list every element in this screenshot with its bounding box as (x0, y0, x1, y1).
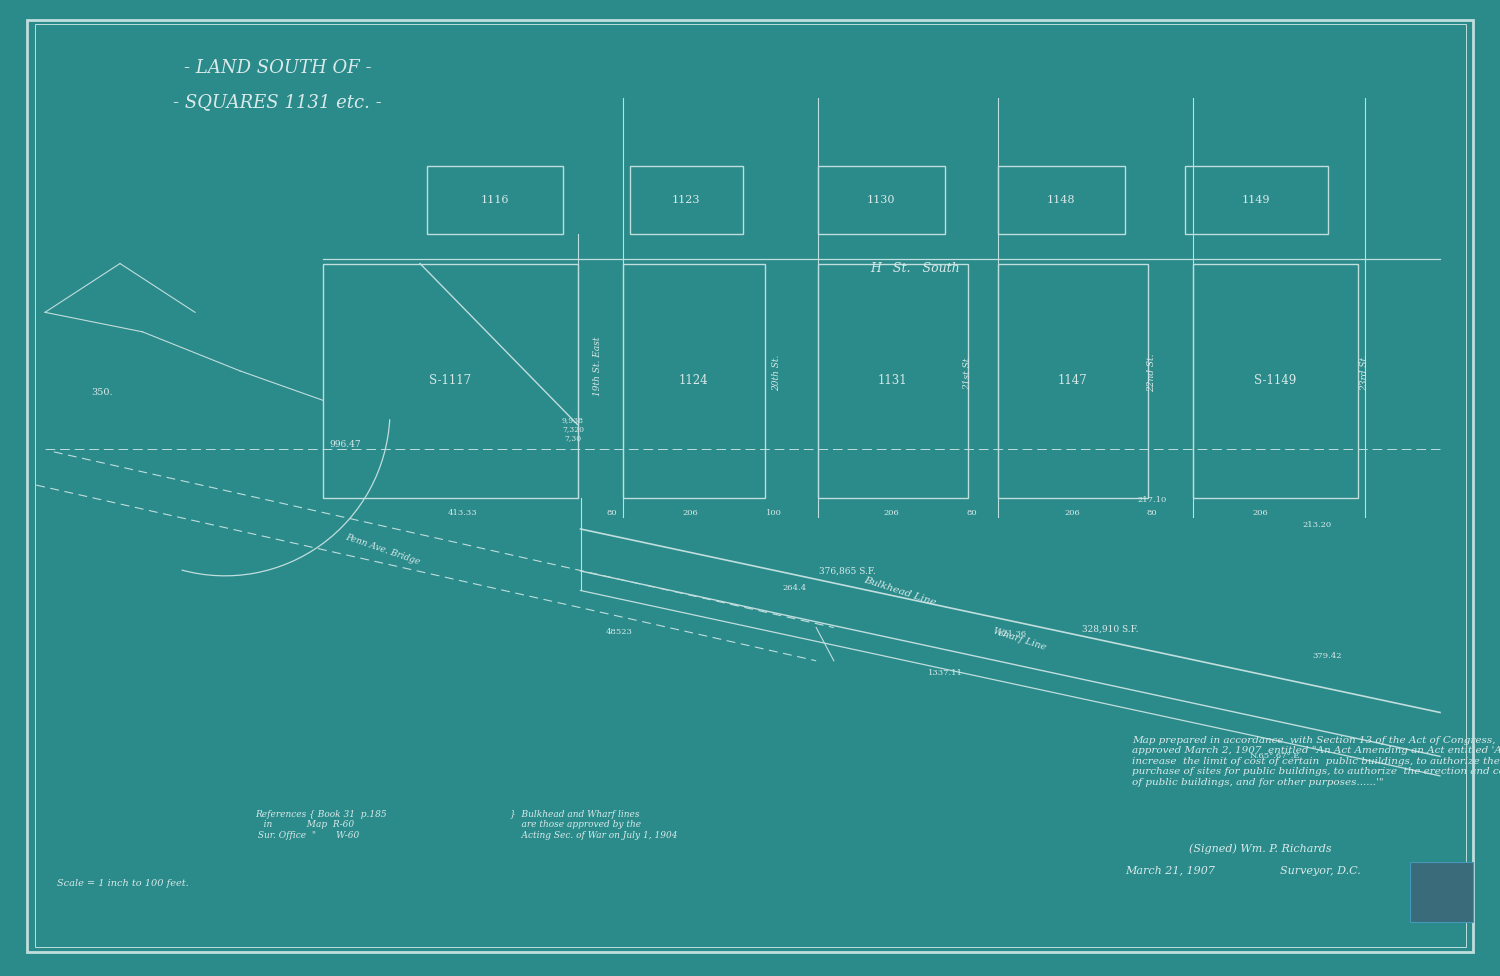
Text: Surveyor, D.C.: Surveyor, D.C. (1280, 866, 1360, 875)
Text: 1337.11: 1337.11 (927, 670, 963, 677)
Text: 264.4: 264.4 (783, 584, 807, 591)
Text: Penn Ave. Bridge: Penn Ave. Bridge (344, 533, 422, 566)
Text: 328,910 S.F.: 328,910 S.F. (1082, 625, 1138, 634)
Text: 1149: 1149 (1242, 195, 1270, 205)
Text: 217.10: 217.10 (1137, 496, 1167, 504)
Text: Scale = 1 inch to 100 feet.: Scale = 1 inch to 100 feet. (57, 878, 189, 888)
Text: 1124: 1124 (680, 374, 708, 387)
Text: 1147: 1147 (1058, 374, 1088, 387)
Text: 621.36: 621.36 (998, 630, 1028, 638)
Text: 206: 206 (1065, 509, 1080, 517)
Text: 1123: 1123 (672, 195, 700, 205)
Text: March 21, 1907: March 21, 1907 (1125, 866, 1215, 875)
Text: S-1117: S-1117 (429, 374, 471, 387)
Text: 206: 206 (884, 509, 898, 517)
Text: 48523: 48523 (606, 629, 633, 636)
Bar (998, 264, 1148, 498)
Bar (818, 264, 968, 498)
Text: (Signed) Wm. P. Richards: (Signed) Wm. P. Richards (1188, 844, 1332, 854)
Text: 20th St.: 20th St. (772, 354, 782, 391)
Text: Sur. Office
OCT 22 1907
Wash., D.C.: Sur. Office OCT 22 1907 Wash., D.C. (1425, 883, 1458, 901)
Text: 80: 80 (1146, 509, 1158, 517)
Bar (1410, 862, 1473, 922)
Text: 350.: 350. (92, 387, 112, 397)
Text: Map prepared in accordance  with Section 13 of the Act of Congress,
approved Mar: Map prepared in accordance with Section … (1132, 736, 1500, 787)
Bar (998, 166, 1125, 234)
Text: 23rd St.: 23rd St. (1360, 354, 1370, 391)
Text: N.65°.67°.E: N.65°.67°.E (1250, 752, 1300, 760)
Text: 206: 206 (682, 509, 698, 517)
Text: 376,865 S.F.: 376,865 S.F. (819, 566, 876, 576)
Text: 21st St.: 21st St. (963, 355, 972, 390)
Text: Wharf Line: Wharf Line (993, 627, 1047, 652)
Text: 1148: 1148 (1047, 195, 1076, 205)
Text: 1116: 1116 (480, 195, 508, 205)
Text: References { Book 31  p.185
   in            Map  R-60
 Sur. Office  "       W-6: References { Book 31 p.185 in Map R-60 S… (255, 810, 387, 839)
Text: 1131: 1131 (878, 374, 908, 387)
Bar (322, 264, 578, 498)
Text: 213.20: 213.20 (1302, 521, 1332, 529)
Text: 19th St. East: 19th St. East (592, 337, 602, 395)
Text: 206: 206 (1252, 509, 1268, 517)
Text: Bulkhead Line: Bulkhead Line (862, 575, 938, 607)
Bar (427, 166, 562, 234)
Text: 996.47: 996.47 (328, 439, 362, 449)
Bar (622, 264, 765, 498)
Text: S-1149: S-1149 (1254, 374, 1296, 387)
Text: 80: 80 (966, 509, 978, 517)
Bar (1185, 166, 1328, 234)
Text: 413.33: 413.33 (447, 509, 477, 517)
Text: 22nd St.: 22nd St. (1148, 353, 1156, 392)
Text: H   St.   South: H St. South (870, 262, 960, 275)
Bar (818, 166, 945, 234)
Text: 100: 100 (766, 509, 782, 517)
Text: - SQUARES 1131 etc. -: - SQUARES 1131 etc. - (172, 94, 382, 111)
Text: 80: 80 (606, 509, 618, 517)
Text: - LAND SOUTH OF -: - LAND SOUTH OF - (183, 60, 372, 77)
Text: }  Bulkhead and Wharf lines
    are those approved by the
    Acting Sec. of War: } Bulkhead and Wharf lines are those app… (510, 810, 678, 839)
Text: 379.42: 379.42 (1312, 652, 1342, 660)
Bar (630, 166, 742, 234)
Bar (1192, 264, 1358, 498)
Text: 9,938
7,320
7,30: 9,938 7,320 7,30 (562, 416, 584, 443)
Text: 1130: 1130 (867, 195, 895, 205)
